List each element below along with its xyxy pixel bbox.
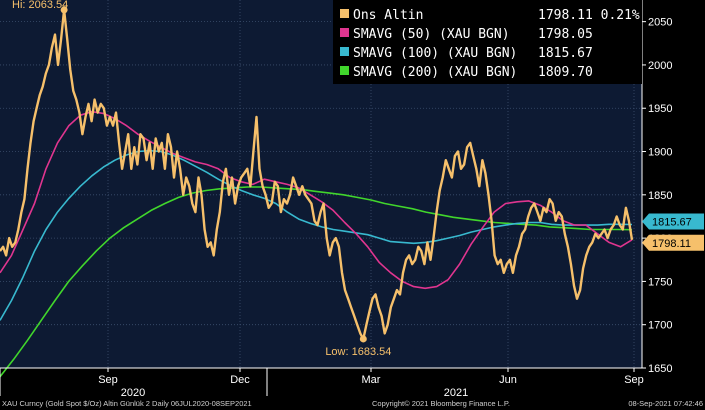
x-tick-label: Mar [362,374,381,386]
y-tick-label: 2050 [648,17,672,29]
annotation-marker [60,6,68,14]
legend-swatch [340,47,349,56]
annotation-label: Low: 1683.54 [325,346,391,358]
y-tick-label: 1650 [648,363,672,375]
annotation-label: Hi: 2063.54 [12,0,68,11]
x-tick-label: Dec [230,374,250,386]
x-year-label: 2020 [121,387,145,399]
legend-swatch [340,9,349,18]
series-layer [0,8,634,378]
footer-center: Copyright© 2021 Bloomberg Finance L.P. [372,399,510,408]
price-tag-bg [642,213,704,230]
legend-swatch [340,66,349,75]
legend-series-name: SMAVG (200) (XAU BGN) [353,65,517,80]
legend-box [333,0,642,84]
annotation-layer: Hi: 2063.54 Low: 1683.54 [12,0,391,358]
y-tick-label: 1750 [648,276,672,288]
price-tag-label: 1815.67 [652,217,692,229]
price-tags: 1815.67 1798.11 [642,213,704,251]
footer-left: XAU Curncy (Gold Spot $/Oz) Altin Günlük… [2,399,252,408]
x-tick-label: Sep [624,374,644,386]
legend: Ons Altin 1798.11 0.21% SMAVG (50) (XAU BG… [333,0,642,84]
x-year-label: 2021 [444,387,468,399]
series-line-0 [0,8,634,341]
legend-series-value: 1809.70 [538,65,593,80]
y-tick-label: 2000 [648,60,672,72]
y-tick-label: 1900 [648,147,672,159]
legend-series-value: 1798.05 [538,27,593,42]
y-tick-label: 1950 [648,103,672,115]
price-tag-label: 1798.11 [652,238,691,250]
legend-series-value: 1815.67 [538,46,593,61]
y-tick-label: 1850 [648,190,672,202]
legend-series-name: Ons Altin [353,8,423,23]
price-tag-bg [642,234,704,251]
legend-series-value: 1798.11 0.21% [538,8,640,23]
legend-swatch [340,28,349,37]
annotation-marker [359,335,367,343]
footer-right: 08-Sep-2021 07:42:46 [628,399,703,408]
legend-series-name: SMAVG (50) (XAU BGN) [353,27,510,42]
y-tick-label: 1700 [648,320,672,332]
legend-series-name: SMAVG (100) (XAU BGN) [353,46,517,61]
x-tick-label: Sep [98,374,118,386]
x-tick-label: Jun [499,374,517,386]
